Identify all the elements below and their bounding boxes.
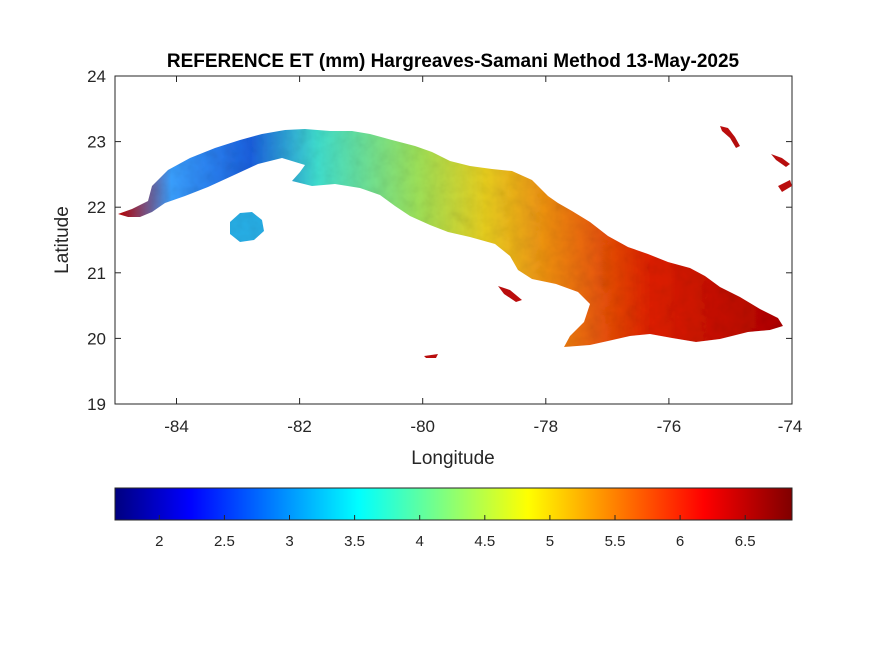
colorbar-ticks	[158, 515, 746, 520]
bahamas-islet-2	[771, 154, 790, 167]
x-tick-label: -82	[287, 417, 312, 436]
x-tick-label: -84	[164, 417, 189, 436]
colorbar-tick-label: 5	[546, 533, 554, 550]
x-tick-label: -80	[410, 417, 435, 436]
x-axis-label: Longitude	[411, 448, 494, 469]
x-tick-label: -78	[534, 417, 559, 436]
cay-fragment	[498, 286, 522, 302]
x-tick-label: -74	[778, 417, 803, 436]
y-tick-label: 22	[87, 198, 106, 217]
map-land	[118, 126, 792, 358]
cay-fragment-south	[424, 354, 438, 358]
bahamas-islet-3	[778, 180, 792, 192]
colorbar-tick-label: 4.5	[474, 533, 495, 550]
y-axis-label: Latitude	[52, 206, 73, 274]
colorbar-tick-label: 3.5	[344, 533, 365, 550]
y-tick-label: 23	[87, 133, 106, 152]
y-axis	[115, 141, 792, 339]
y-tick-label: 20	[87, 329, 106, 348]
colorbar-tick-label: 4	[416, 533, 424, 550]
colorbar-tick-label: 2	[155, 533, 163, 550]
colorbar-tick-label: 3	[285, 533, 293, 550]
x-tick-label: -76	[657, 417, 682, 436]
y-tick-label: 19	[87, 395, 106, 414]
bahamas-islet-1	[720, 126, 740, 148]
colorbar	[114, 487, 793, 521]
x-axis	[176, 76, 670, 404]
main-island	[118, 129, 783, 347]
colorbar-tick-label: 6.5	[735, 533, 756, 550]
y-tick-label: 24	[87, 67, 106, 86]
map-title: REFERENCE ET (mm) Hargreaves-Samani Meth…	[167, 51, 740, 72]
map-axes	[114, 75, 793, 405]
isla-juventud	[230, 212, 264, 242]
colorbar-tick-label: 6	[676, 533, 684, 550]
y-tick-label: 21	[87, 264, 106, 283]
colorbar-tick-label: 2.5	[214, 533, 235, 550]
colorbar-tick-label: 5.5	[605, 533, 626, 550]
